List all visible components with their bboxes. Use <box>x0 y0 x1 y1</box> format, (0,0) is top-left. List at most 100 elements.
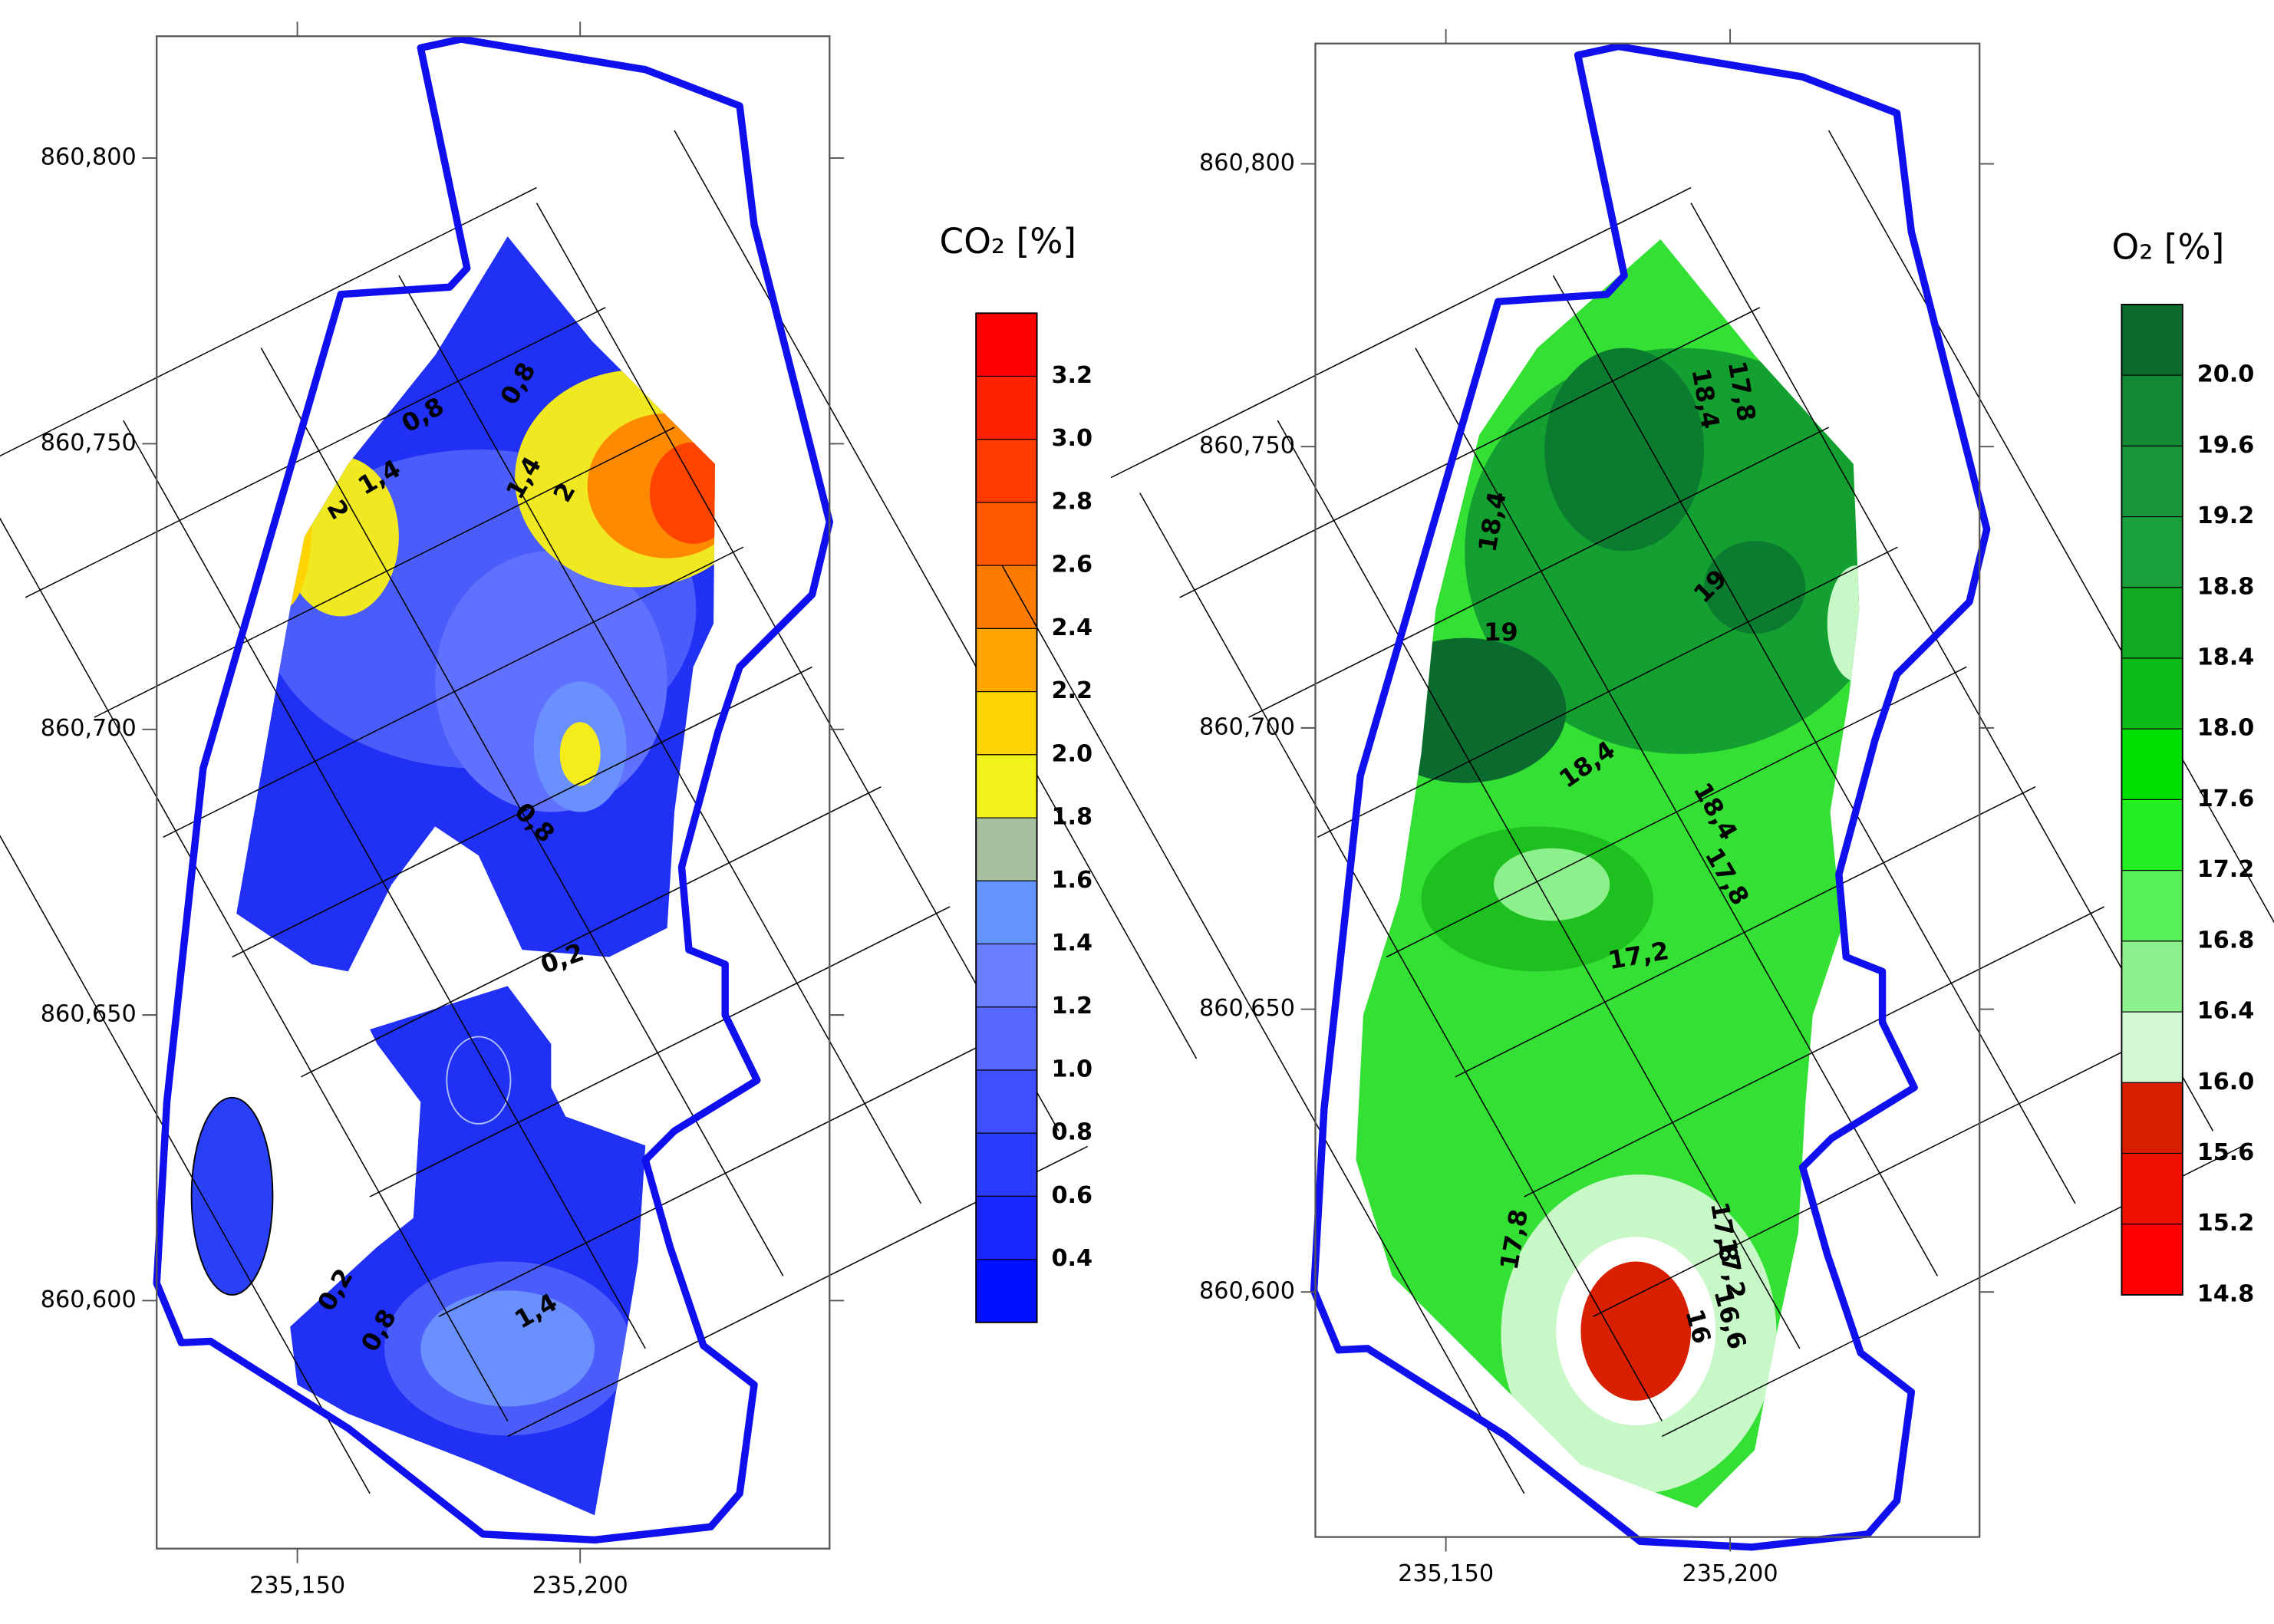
survey-line <box>123 420 646 1349</box>
colorbar-segment <box>975 691 1038 756</box>
colorbar-frame <box>975 312 1038 1323</box>
colorbar-segment <box>2121 1224 2183 1296</box>
colorbar-segment <box>2121 799 2183 871</box>
y-tick-label: 860,600 <box>1199 1278 1295 1305</box>
colorbar-label: 18.4 <box>2197 644 2255 671</box>
colorbar-segment <box>975 628 1038 693</box>
colorbar-segment <box>975 817 1038 881</box>
colorbar-segment <box>975 312 1038 377</box>
colorbar-label: 16.0 <box>2197 1069 2255 1095</box>
colorbar-segment <box>2121 940 2183 1013</box>
co2-field <box>236 236 715 972</box>
colorbar-label: 18.8 <box>2197 573 2255 600</box>
colorbar-segment <box>2121 1011 2183 1083</box>
survey-line <box>1552 275 2076 1204</box>
colorbar-segment <box>975 375 1038 440</box>
colorbar-frame <box>2121 303 2183 1296</box>
survey-line <box>1248 427 1829 718</box>
colorbar-segment <box>975 565 1038 629</box>
colorbar-segment <box>2121 870 2183 942</box>
colorbar-label: 2.2 <box>1051 677 1093 704</box>
survey-line <box>438 1026 1020 1317</box>
colorbar-segment <box>975 1132 1038 1197</box>
survey-line <box>94 427 675 718</box>
survey-line <box>369 906 951 1197</box>
site-boundary <box>1310 42 1991 1551</box>
y-tick-label: 860,750 <box>41 430 137 456</box>
survey-line <box>300 786 882 1078</box>
colorbar-label: 1.0 <box>1051 1056 1093 1082</box>
x-tick-label: 235,150 <box>1398 1560 1494 1587</box>
o2-field <box>1356 239 1860 1508</box>
colorbar-label: 15.2 <box>2197 1210 2255 1237</box>
colorbar-label: 1.8 <box>1051 804 1093 831</box>
colorbar-segment <box>2121 1082 2183 1155</box>
colorbar-title: CO₂ [%] <box>940 221 1076 262</box>
y-tick-label: 860,800 <box>41 144 137 171</box>
y-tick-label: 860,650 <box>1199 995 1295 1022</box>
survey-line <box>1827 130 2274 924</box>
colorbar-label: 20.0 <box>2197 361 2255 388</box>
co2-field <box>290 986 646 1516</box>
survey-line <box>0 835 371 1494</box>
colorbar-label: 17.2 <box>2197 856 2255 883</box>
colorbar-title: O₂ [%] <box>2112 227 2225 268</box>
contour-label: 19 <box>1484 618 1518 647</box>
y-tick-label: 860,750 <box>1199 433 1295 460</box>
x-tick-label: 235,200 <box>532 1572 628 1599</box>
survey-line <box>0 517 509 1421</box>
colorbar-segment <box>2121 1152 2183 1225</box>
colorbar-segment <box>2121 657 2183 730</box>
y-tick-label: 860,800 <box>1199 150 1295 176</box>
colorbar-label: 0.6 <box>1051 1182 1093 1209</box>
colorbar-segment <box>2121 445 2183 518</box>
colorbar-segment <box>2121 516 2183 588</box>
colorbar-label: 16.4 <box>2197 998 2255 1025</box>
x-tick-label: 235,150 <box>249 1572 345 1599</box>
colorbar-segment <box>975 1259 1038 1323</box>
survey-line <box>0 186 537 457</box>
survey-line <box>1110 186 1692 479</box>
colorbar-label: 2.0 <box>1051 740 1093 767</box>
colorbar-label: 1.4 <box>1051 930 1093 957</box>
colorbar-label: 17.6 <box>2197 786 2255 812</box>
colorbar-segment <box>975 943 1038 1008</box>
y-tick-label: 860,700 <box>41 715 137 742</box>
survey-line <box>536 203 1060 1132</box>
colorbar-label: 0.8 <box>1051 1119 1093 1146</box>
map-layer: 235,150 235,200 860,800 860,750 860,700 860,6… <box>0 21 2274 1599</box>
colorbar-segment <box>975 1006 1038 1071</box>
colorbar-segment <box>975 880 1038 945</box>
frame <box>1314 42 1981 1538</box>
colorbar-segment <box>975 439 1038 503</box>
colorbar-label: 2.6 <box>1051 552 1093 578</box>
survey-line <box>674 130 1198 1059</box>
colorbar-label: 2.8 <box>1051 488 1093 515</box>
colorbar-label: 16.8 <box>2197 927 2255 954</box>
colorbar-label: 3.0 <box>1051 425 1093 452</box>
colorbar-label: 19.6 <box>2197 432 2255 459</box>
survey-line <box>1524 906 2105 1197</box>
survey-line <box>1179 307 1761 598</box>
survey-line <box>1455 786 2036 1078</box>
colorbar-label: 18.0 <box>2197 715 2255 742</box>
colorbar-segment <box>2121 587 2183 659</box>
colorbar-label: 19.2 <box>2197 502 2255 529</box>
frame <box>156 35 831 1550</box>
survey-line <box>1277 420 1801 1349</box>
colorbar-label: 1.2 <box>1051 993 1093 1020</box>
survey-line <box>25 307 606 598</box>
survey-line <box>1001 565 1525 1494</box>
co2-field <box>190 1096 274 1296</box>
colorbar-segment <box>2121 374 2183 446</box>
y-tick-label: 860,650 <box>41 1001 137 1028</box>
colorbar-segment <box>975 1069 1038 1134</box>
survey-line <box>1139 492 1663 1421</box>
y-tick-label: 860,700 <box>1199 713 1295 740</box>
survey-line <box>163 546 744 838</box>
colorbar-label: 14.8 <box>2197 1280 2255 1307</box>
survey-line <box>398 275 922 1204</box>
colorbar-segment <box>2121 728 2183 801</box>
